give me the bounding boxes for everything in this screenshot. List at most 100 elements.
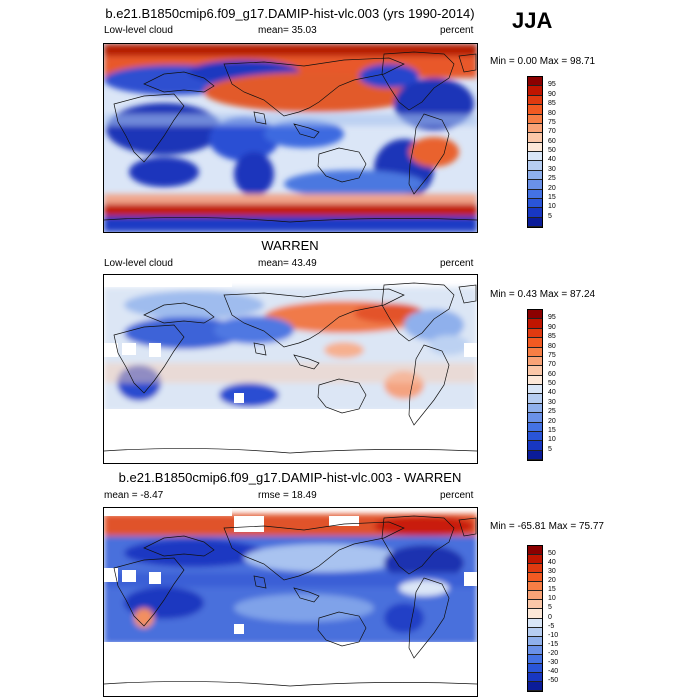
colorbar-swatch — [528, 319, 542, 329]
colorbar-tick-label: -5 — [548, 622, 555, 630]
panel-obs-colorbar-labels: 95 90 85 80 75 70 60 50 40 30 25 20 15 10 5 — [548, 309, 578, 459]
colorbar-swatch — [528, 663, 542, 673]
colorbar-swatch — [528, 600, 542, 610]
colorbar-tick-label: 20 — [548, 184, 556, 192]
panel-diff-colorbar — [527, 545, 543, 692]
colorbar-tick-label: 80 — [548, 342, 556, 350]
panel-obs-minmax: Min = 0.43 Max = 87.24 — [490, 289, 596, 300]
colorbar-tick-label: 40 — [548, 559, 556, 567]
panel-diff-mean-label: mean = -8.47 — [104, 490, 164, 501]
colorbar-swatch — [528, 142, 542, 152]
colorbar-swatch — [528, 123, 542, 134]
panel-model-colorbar — [527, 76, 543, 228]
colorbar-tick-label: 90 — [548, 323, 556, 331]
colorbar-tick-label: 15 — [548, 426, 556, 434]
panel-model-minmax: Min = 0.00 Max = 98.71 — [490, 56, 596, 67]
panel-model-title: b.e21.B1850cmip6.f09_g17.DAMIP-hist-vlc.… — [105, 6, 475, 21]
season-label: JJA — [512, 8, 553, 33]
colorbar-tick-label: 40 — [548, 389, 556, 397]
colorbar-tick-label: 30 — [548, 165, 556, 173]
colorbar-tick-label: 90 — [548, 90, 556, 98]
colorbar-swatch — [528, 627, 542, 637]
colorbar-tick-label: 15 — [548, 586, 556, 594]
colorbar-swatch — [528, 645, 542, 655]
colorbar-swatch — [528, 431, 542, 442]
colorbar-swatch — [528, 189, 542, 199]
colorbar-tick-label: 5 — [548, 604, 552, 612]
colorbar-tick-label: 10 — [548, 595, 556, 603]
colorbar-tick-label: 70 — [548, 361, 556, 369]
colorbar-swatch — [528, 564, 542, 574]
colorbar-swatch — [528, 161, 542, 171]
colorbar-tick-label: -10 — [548, 631, 559, 639]
colorbar-tick-label: 25 — [548, 408, 556, 416]
colorbar-tick-label: -40 — [548, 667, 559, 675]
colorbar-swatch — [528, 422, 542, 432]
colorbar-swatch — [528, 573, 542, 583]
colorbar-swatch — [528, 170, 542, 181]
colorbar-swatch — [528, 636, 542, 646]
colorbar-swatch — [528, 105, 542, 115]
colorbar-tick-label: 50 — [548, 550, 556, 558]
colorbar-tick-label: 30 — [548, 398, 556, 406]
colorbar-swatch — [528, 582, 542, 592]
colorbar-swatch — [528, 114, 542, 124]
colorbar-swatch — [528, 413, 542, 423]
colorbar-swatch — [528, 328, 542, 339]
colorbar-tick-label: 20 — [548, 577, 556, 585]
colorbar-swatch — [528, 338, 542, 348]
colorbar-tick-label: 25 — [548, 175, 556, 183]
colorbar-swatch — [528, 546, 542, 556]
panel-obs-variable-label: Low-level cloud — [104, 258, 173, 269]
colorbar-swatch — [528, 180, 542, 190]
colorbar-tick-label: -15 — [548, 640, 559, 648]
colorbar-swatch — [528, 152, 542, 162]
panel-model-variable-label: Low-level cloud — [104, 25, 173, 36]
colorbar-swatch — [528, 375, 542, 385]
colorbar-tick-label: 85 — [548, 333, 556, 341]
colorbar-tick-label: 95 — [548, 81, 556, 89]
colorbar-tick-label: 15 — [548, 193, 556, 201]
colorbar-tick-label: 75 — [548, 118, 556, 126]
panel-diff-minmax: Min = -65.81 Max = 75.77 — [490, 521, 604, 532]
colorbar-swatch — [528, 681, 542, 691]
colorbar-swatch — [528, 609, 542, 619]
colorbar-tick-label: -30 — [548, 658, 559, 666]
colorbar-swatch — [528, 86, 542, 96]
panel-diff-colorbar-labels: 50 40 30 20 15 10 5 0 -5 -10 -15 -20 -30 -40 -50 — [548, 545, 578, 690]
panel-model-units-label: percent — [440, 25, 474, 36]
colorbar-tick-label: 40 — [548, 156, 556, 164]
colorbar-swatch — [528, 356, 542, 367]
colorbar-tick-label: 95 — [548, 314, 556, 322]
colorbar-tick-label: 5 — [548, 212, 552, 220]
colorbar-swatch — [528, 394, 542, 404]
colorbar-tick-label: 50 — [548, 147, 556, 154]
colorbar-swatch — [528, 403, 542, 414]
panel-diff-map — [103, 507, 478, 697]
colorbar-tick-label: 50 — [548, 380, 556, 387]
colorbar-tick-label: 0 — [548, 613, 552, 621]
colorbar-swatch — [528, 672, 542, 682]
colorbar-tick-label: 10 — [548, 203, 556, 211]
panel-diff-title: b.e21.B1850cmip6.f09_g17.DAMIP-hist-vlc.… — [118, 470, 462, 485]
panel-obs-map — [103, 274, 478, 464]
colorbar-swatch — [528, 77, 542, 87]
colorbar-swatch — [528, 654, 542, 664]
colorbar-tick-label: 70 — [548, 128, 556, 136]
colorbar-swatch — [528, 347, 542, 357]
colorbar-swatch — [528, 441, 542, 451]
colorbar-swatch — [528, 133, 542, 143]
colorbar-tick-label: 20 — [548, 417, 556, 425]
colorbar-tick-label: 80 — [548, 109, 556, 117]
colorbar-swatch — [528, 95, 542, 106]
colorbar-tick-label: 85 — [548, 100, 556, 108]
colorbar-swatch — [528, 385, 542, 395]
colorbar-tick-label: 75 — [548, 351, 556, 359]
colorbar-tick-label: 30 — [548, 568, 556, 576]
colorbar-tick-label: -50 — [548, 676, 559, 684]
panel-diff-rmse-label: rmse = 18.49 — [258, 490, 317, 501]
colorbar-swatch — [528, 555, 542, 565]
colorbar-swatch — [528, 217, 542, 227]
panel-model-map — [103, 43, 478, 233]
colorbar-swatch — [528, 366, 542, 376]
